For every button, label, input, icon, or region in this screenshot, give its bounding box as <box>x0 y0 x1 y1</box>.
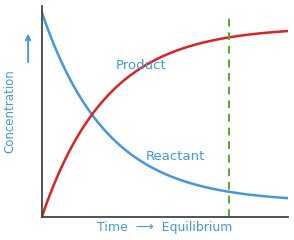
X-axis label: Time  ⟶  Equilibrium: Time ⟶ Equilibrium <box>97 222 233 234</box>
Text: Product: Product <box>116 59 166 72</box>
Text: Concentration: Concentration <box>3 70 16 153</box>
Text: Reactant: Reactant <box>145 150 205 163</box>
